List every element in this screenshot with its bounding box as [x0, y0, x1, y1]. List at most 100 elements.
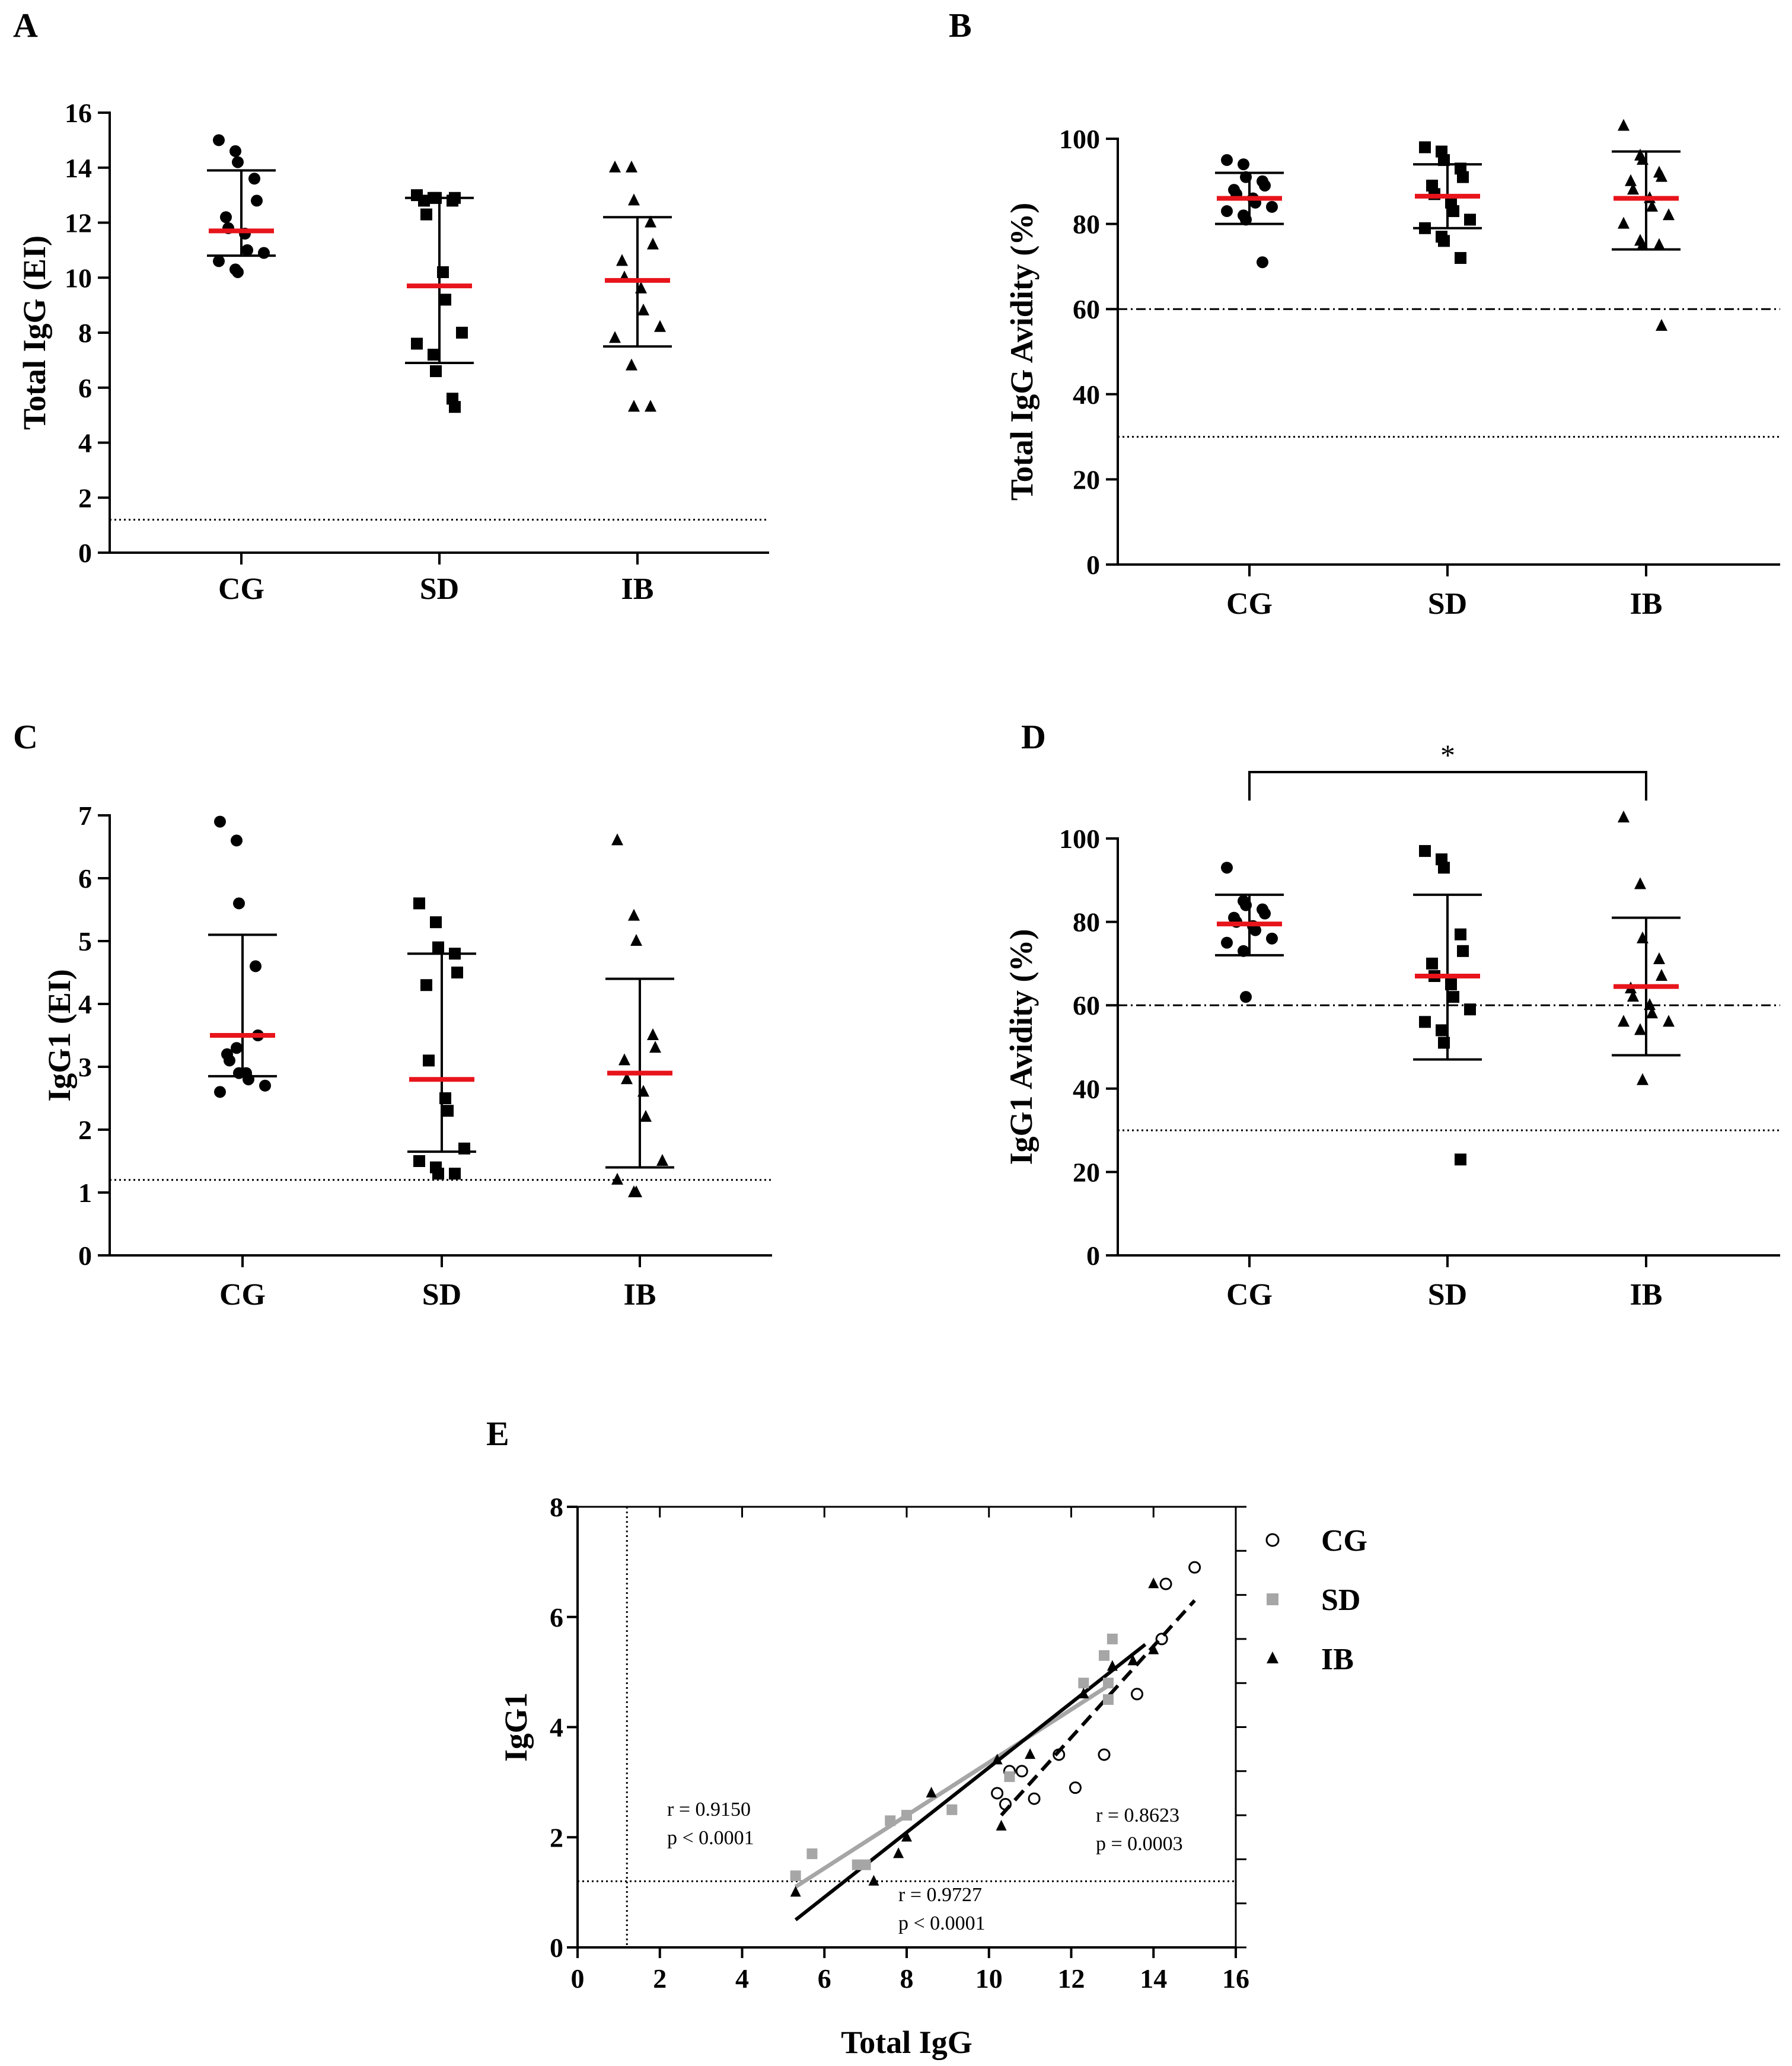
data-point [413, 1155, 425, 1167]
y-tick-label: 4 [550, 1713, 563, 1743]
data-point [647, 1028, 659, 1040]
y-tick-label: 0 [78, 1241, 92, 1271]
data-point [1257, 256, 1268, 269]
data-point-ib [868, 1874, 879, 1886]
data-point [656, 1154, 668, 1166]
stat-p-sd: p < 0.0001 [667, 1827, 754, 1849]
x-tick-label: 0 [571, 1963, 585, 1994]
data-point [1455, 928, 1466, 940]
x-tick-label: CG [219, 1278, 266, 1312]
data-point [635, 281, 647, 294]
y-tick-label: 4 [78, 989, 92, 1019]
data-point [1419, 222, 1431, 234]
data-point [430, 916, 442, 929]
panel-letter: E [486, 1414, 509, 1453]
data-point [1455, 252, 1466, 264]
data-point [232, 156, 244, 168]
x-tick-label: CG [1226, 1278, 1273, 1312]
data-point-ib [991, 1753, 1003, 1765]
data-point [1221, 205, 1233, 218]
data-point [449, 401, 461, 413]
data-point [1618, 1015, 1630, 1027]
panel-letter: B [949, 6, 972, 44]
data-point [1656, 170, 1667, 182]
x-tick-label: SD [420, 572, 459, 606]
data-point [430, 192, 442, 204]
data-point [1646, 199, 1658, 212]
data-point [1426, 957, 1438, 970]
data-point [645, 400, 656, 412]
data-point-sd [790, 1870, 801, 1882]
panel-D: D 0 20 40 60 80 100 IgG1 Avidity (%) CG SD IB * [1003, 718, 1780, 1312]
regression-line-ib [794, 1643, 1147, 1921]
y-axis-title: Total IgG Avidity (%) [1004, 203, 1040, 501]
data-point [1240, 899, 1252, 911]
y-tick-label: 80 [1073, 907, 1100, 938]
x-tick-label: CG [218, 572, 264, 606]
data-point [1455, 1153, 1466, 1166]
y-tick-label: 5 [78, 926, 92, 957]
data-point [1419, 1016, 1431, 1028]
data-point [1656, 968, 1667, 981]
y-tick-label: 100 [1059, 824, 1100, 854]
y-tick-label: 40 [1073, 380, 1100, 410]
data-point [439, 1092, 451, 1104]
data-point [1634, 1023, 1646, 1035]
data-point [251, 195, 263, 207]
data-point [250, 960, 262, 973]
data-point-cg [1053, 1748, 1066, 1761]
x-tick-label: 4 [735, 1963, 749, 1994]
regression-line-sd [794, 1681, 1114, 1889]
data-point [1663, 1015, 1675, 1027]
data-point-cg [1098, 1748, 1111, 1761]
data-point [1656, 318, 1667, 331]
data-point [214, 815, 226, 828]
data-point-sd [1004, 1771, 1015, 1783]
data-point [449, 192, 461, 204]
data-point [1457, 945, 1469, 957]
data-point [630, 934, 642, 946]
y-tick-label: 0 [78, 538, 92, 568]
y-tick-label: 10 [65, 263, 92, 293]
data-point [214, 1086, 226, 1098]
x-tick-label: CG [1226, 587, 1273, 621]
data-point [1438, 862, 1450, 874]
data-point-ib [901, 1831, 912, 1842]
y-tick-label: 100 [1059, 124, 1100, 154]
data-point [1618, 119, 1630, 131]
data-point [1240, 991, 1252, 1003]
data-point [611, 833, 623, 846]
data-point [430, 365, 442, 377]
data-point [1436, 1024, 1447, 1037]
significance-label: * [1440, 738, 1455, 771]
x-tick-label: 6 [818, 1963, 831, 1994]
data-point-sd [885, 1815, 896, 1826]
data-point [1221, 154, 1233, 166]
data-point [243, 1073, 254, 1086]
data-point-ib [1148, 1577, 1159, 1589]
data-point [616, 254, 628, 266]
data-point [1646, 1006, 1658, 1019]
data-point-ib [1127, 1654, 1139, 1666]
panel-letter: C [13, 718, 38, 756]
data-point [423, 1054, 435, 1067]
data-point [451, 967, 463, 978]
data-point-ib [1107, 1660, 1118, 1671]
data-point-sd [1102, 1694, 1114, 1705]
data-point [1653, 238, 1665, 250]
y-tick-label: 2 [78, 483, 92, 513]
x-tick-label: 12 [1058, 1963, 1085, 1994]
y-axis-title: Total IgG (EI) [17, 235, 52, 430]
x-tick-label: IB [624, 1278, 656, 1312]
data-point [233, 897, 245, 910]
data-point [1221, 862, 1233, 874]
legend-marker-cg [1265, 1533, 1280, 1547]
data-point-ib [996, 1819, 1007, 1831]
x-tick-label: SD [1428, 1278, 1467, 1312]
data-point-sd [860, 1859, 871, 1870]
y-axis-title: IgG1 [498, 1692, 534, 1762]
data-point [640, 1109, 652, 1122]
data-point [1618, 216, 1630, 229]
data-point [626, 358, 637, 371]
